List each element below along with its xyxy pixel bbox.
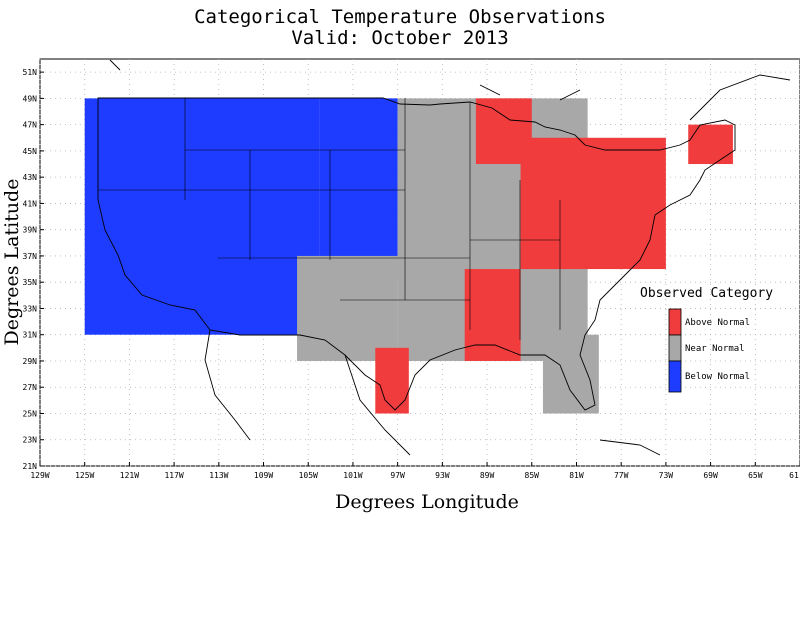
y-tick-label: 49N [23, 94, 38, 103]
x-tick-label: 69W [703, 471, 718, 480]
y-tick-label: 21N [23, 462, 38, 471]
legend-swatch-near [668, 334, 682, 362]
x-tick-label: 89W [480, 471, 495, 480]
y-tick-label: 33N [23, 304, 38, 313]
x-tick-label: 77W [614, 471, 629, 480]
x-tick-label: 65W [748, 471, 763, 480]
legend: Observed Category Above Normal Near Norm… [640, 286, 773, 393]
category-cell-4 [542, 334, 599, 414]
y-tick-label: 45N [23, 147, 38, 156]
legend-swatch-above [668, 308, 682, 336]
coastline-outline [97, 59, 791, 456]
x-tick-label: 113W [209, 471, 228, 480]
map-subtitle: Valid: October 2013 [291, 27, 509, 49]
x-tick-label: 129W [30, 471, 49, 480]
x-tick-label: 101W [343, 471, 362, 480]
y-axis-label: Degrees Latitude [1, 179, 23, 346]
y-tick-label: 31N [23, 331, 38, 340]
legend-swatch-below [668, 360, 682, 393]
category-cell-8 [520, 137, 666, 270]
x-tick-label: 61 [789, 471, 799, 480]
y-tick-label: 39N [23, 226, 38, 235]
legend-label-near: Near Normal [685, 344, 745, 354]
y-tick-label: 25N [23, 409, 38, 418]
x-tick-label: 109W [254, 471, 273, 480]
y-tick-label: 23N [23, 436, 38, 445]
y-tick-label: 37N [23, 252, 38, 261]
x-tick-label: 121W [120, 471, 139, 480]
y-axis-ticks: 51N 49N 47N 45N 43N 41N 39N 37N 35N 33N 31N 29N 27N 2… [23, 68, 44, 471]
x-tick-label: 97W [390, 471, 405, 480]
category-cells [84, 98, 733, 414]
legend-title: Observed Category [640, 286, 773, 301]
x-tick-label: 93W [435, 471, 450, 480]
x-tick-label: 117W [164, 471, 183, 480]
category-cell-5 [375, 347, 409, 414]
y-tick-label: 41N [23, 199, 38, 208]
x-tick-label: 73W [659, 471, 674, 480]
category-cell-6 [464, 269, 521, 361]
x-tick-label: 125W [75, 471, 94, 480]
legend-label-above: Above Normal [685, 318, 750, 328]
y-tick-label: 43N [23, 173, 38, 182]
y-tick-label: 47N [23, 121, 38, 130]
x-tick-label: 81W [569, 471, 584, 480]
x-tick-label: 105W [299, 471, 318, 480]
y-tick-label: 29N [23, 357, 38, 366]
x-axis-label: Degrees Longitude [335, 491, 519, 513]
legend-label-below: Below Normal [685, 372, 750, 382]
category-cell-0 [84, 98, 320, 335]
y-tick-label: 35N [23, 278, 38, 287]
y-tick-label: 51N [23, 68, 38, 77]
state-boundaries [98, 98, 561, 340]
category-cell-3 [297, 255, 398, 361]
x-tick-label: 85W [525, 471, 540, 480]
y-tick-label: 27N [23, 383, 38, 392]
x-axis-ticks: 129W 125W 121W 117W 113W 109W 105W 101W 97W 93W 89… [30, 462, 800, 480]
category-cell-9 [688, 124, 733, 165]
map-title: Categorical Temperature Observations [194, 6, 606, 28]
